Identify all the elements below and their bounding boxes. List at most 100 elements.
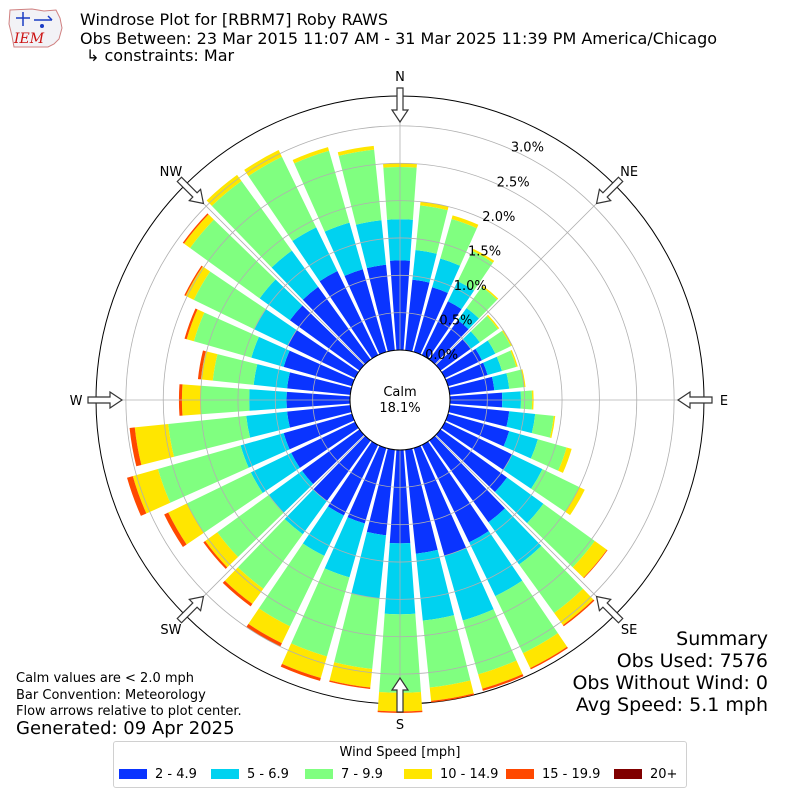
windrose-bar-segment <box>429 435 505 523</box>
windrose-bar-segment <box>530 439 567 471</box>
summary-heading: Summary <box>676 628 768 650</box>
windrose-bar-segment <box>415 205 448 254</box>
windrose-bar-segment <box>530 646 568 670</box>
legend-label: 20+ <box>650 767 678 782</box>
windrose-bar-segment <box>287 372 352 395</box>
windrose-bar-segment <box>302 429 365 485</box>
windrose-bar-segment <box>466 286 498 319</box>
windrose-bar-segment <box>347 445 387 524</box>
windrose-bar-segment <box>531 469 580 512</box>
grid-ring <box>200 200 600 600</box>
grid-ring <box>274 274 526 526</box>
windrose-bar-segment <box>287 330 359 379</box>
windrose-bar-segment <box>271 250 319 300</box>
windrose-bar-segment <box>572 541 607 578</box>
windrose-bar-segment <box>237 519 303 589</box>
windrose-bar-segment <box>129 427 142 467</box>
windrose-bar-segment <box>413 287 448 355</box>
windrose-bar-segment <box>185 266 211 300</box>
windrose-bar-segment <box>445 413 510 447</box>
radial-tick-label: 0.0% <box>425 348 458 363</box>
legend-title: Wind Speed [mph] <box>339 745 461 760</box>
windrose-bar-segment <box>244 150 282 177</box>
windrose-bar-segment <box>565 487 585 516</box>
windrose-bar-segment <box>441 348 482 379</box>
windrose-bar-segment <box>481 285 499 300</box>
compass-label: SW <box>160 623 181 638</box>
windrose-bar-segment <box>527 503 595 568</box>
windrose-bar-segment <box>329 680 371 690</box>
summary-avg-speed: Avg Speed: 5.1 mph <box>575 694 768 716</box>
legend-label: 15 - 19.9 <box>542 767 601 782</box>
obs-between: Obs Between: 23 Mar 2015 11:07 AM - 31 M… <box>80 29 718 48</box>
windrose-bar-segment <box>217 495 284 557</box>
compass-label: S <box>396 718 404 733</box>
legend-label: 5 - 6.9 <box>247 767 289 782</box>
logo-text: IEM <box>13 31 45 47</box>
windrose-bar-segment <box>431 693 475 703</box>
grid-ring <box>237 237 563 563</box>
windrose-bar-segment <box>444 547 494 621</box>
windrose-bar-segment <box>280 663 321 681</box>
windrose-bar-segment <box>334 593 380 669</box>
compass-label: N <box>395 70 405 85</box>
windrose-bar-segment <box>470 315 498 343</box>
flow-arrow-icon <box>87 390 124 410</box>
windrose-bar-segment <box>302 506 344 556</box>
legend-swatch <box>211 768 239 779</box>
radial-tick-label: 2.5% <box>497 175 530 190</box>
windrose-bar-segment <box>462 331 480 349</box>
grid-spoke <box>184 435 365 616</box>
legend-item: 10 - 14.9 <box>404 767 498 783</box>
legend-item: 7 - 9.9 <box>305 767 383 783</box>
legend-item: 5 - 6.9 <box>211 767 289 783</box>
windrose-bar-segment <box>435 339 471 371</box>
windrose-bar-segment <box>421 441 489 543</box>
grid-spoke <box>184 184 365 365</box>
flow-arrow-icon <box>390 676 410 713</box>
windrose-bar-segment <box>475 340 496 361</box>
windrose-bar-segment <box>469 531 523 597</box>
windrose-bar-segment <box>313 435 371 502</box>
flow-arrow-icon <box>595 176 624 205</box>
windrose-bar-segment <box>494 477 544 524</box>
windrose-bar-segment <box>503 454 543 489</box>
windrose-bar-segment <box>412 249 437 283</box>
flow-arrow-icon <box>595 595 624 624</box>
legend-swatch <box>119 768 147 779</box>
windrose-bar-segment <box>405 279 430 352</box>
flow-arrow-icon <box>390 87 410 124</box>
windrose-bar-segment <box>483 356 502 376</box>
windrose-bar-segment <box>554 588 594 626</box>
windrose-bar-segment <box>287 405 352 428</box>
windrose-bar-segment <box>190 219 276 299</box>
legend-item: 15 - 19.9 <box>506 767 600 783</box>
windrose-bar-segment <box>366 264 395 352</box>
windrose-bar-segment <box>329 662 373 688</box>
windrose-bar-segment <box>251 336 290 367</box>
grid-spoke <box>435 435 616 616</box>
windrose-bar-segment <box>240 433 290 468</box>
windrose-bar-segment <box>413 445 467 556</box>
flow-arrow-icon <box>176 176 205 205</box>
legend-label: 2 - 4.9 <box>155 767 197 782</box>
generated-date: Generated: 09 Apr 2025 <box>16 718 235 739</box>
flow-arrows-note: Flow arrows relative to plot center. <box>16 704 242 719</box>
windrose-bar-segment <box>429 680 474 701</box>
windrose-bar-segment <box>222 580 253 607</box>
windrose-bar-segment <box>432 258 461 293</box>
windrose-bar-segment <box>562 599 595 627</box>
legend: Wind Speed [mph] 2 - 4.9 5 - 6.9 7 - 9.9 10… <box>113 741 687 788</box>
legend-item: 20+ <box>614 767 677 783</box>
windrose-bar-segment <box>283 350 355 387</box>
windrose-bar-segment <box>502 330 513 347</box>
summary-obs-used: Obs Used: 7576 <box>616 650 768 672</box>
constraints-text: ↳ constraints: Mar <box>86 46 235 65</box>
windrose-bar-segment <box>246 411 290 438</box>
chart-title: Windrose Plot for [RBRM7] Roby RAWS <box>80 10 388 29</box>
radial-tick-label: 1.0% <box>454 279 487 294</box>
windrose-bar-segment <box>197 350 206 380</box>
windrose-bar-segment <box>184 265 203 296</box>
windrose-bar-segment <box>250 452 300 493</box>
